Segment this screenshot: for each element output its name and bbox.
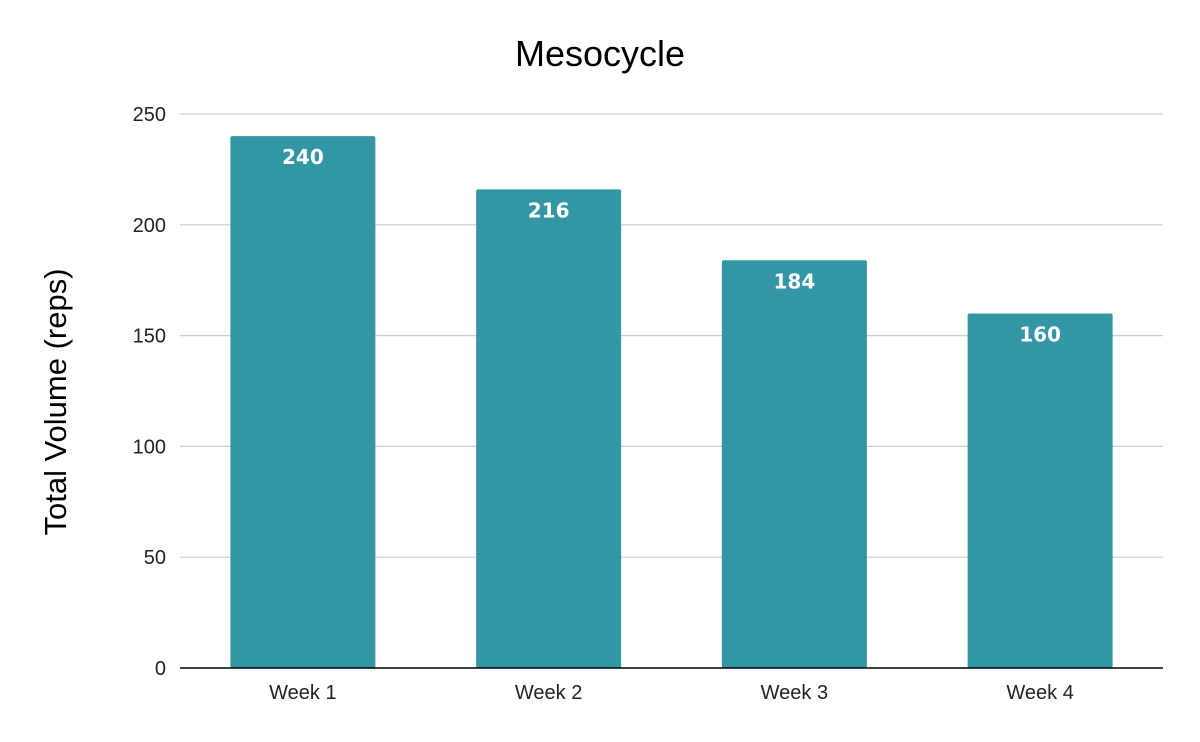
data-label: 216 <box>528 198 570 222</box>
bar-week-1 <box>230 136 376 668</box>
y-tick-label: 50 <box>144 547 166 569</box>
x-tick-label: Week 2 <box>515 682 582 704</box>
y-tick-label: 200 <box>133 215 166 237</box>
bars <box>230 136 1113 668</box>
x-tick-label: Week 1 <box>269 682 336 704</box>
data-label: 240 <box>282 145 324 169</box>
y-tick-label: 0 <box>155 658 166 680</box>
data-labels: 240 216 184 160 <box>282 145 1061 346</box>
x-tick-label: Week 3 <box>761 682 828 704</box>
x-tick-label: Week 4 <box>1006 682 1073 704</box>
y-axis-label: Total Volume (reps) <box>38 268 73 535</box>
y-tick-label: 250 <box>133 104 166 126</box>
y-tick-label: 100 <box>133 436 166 458</box>
bar-week-2 <box>476 189 622 668</box>
y-tick-labels: 0 50 100 150 200 250 <box>133 104 166 680</box>
x-tick-labels: Week 1 Week 2 Week 3 Week 4 <box>269 682 1074 704</box>
chart-title: Mesocycle <box>515 33 685 74</box>
bar-week-4 <box>967 313 1113 668</box>
y-tick-label: 150 <box>133 326 166 348</box>
data-label: 184 <box>774 269 816 293</box>
bar-week-3 <box>721 260 867 668</box>
data-label: 160 <box>1019 322 1061 346</box>
